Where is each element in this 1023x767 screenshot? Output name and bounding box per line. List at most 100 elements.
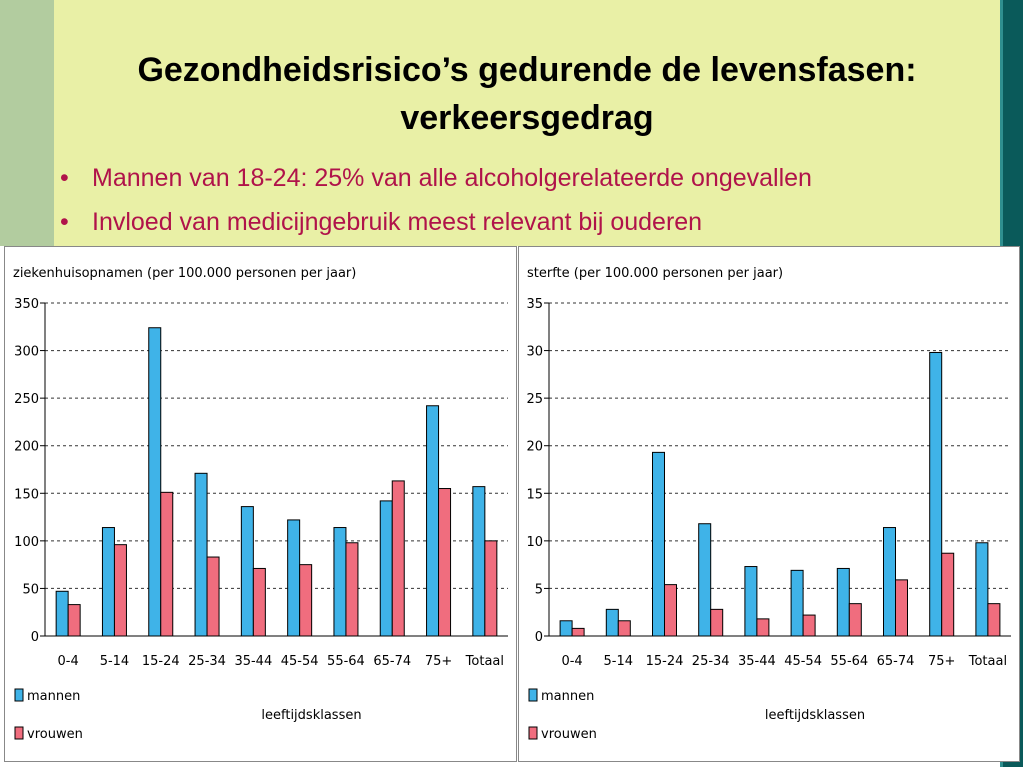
y-tick-label: 20 xyxy=(526,440,543,455)
x-tick-label: 25-34 xyxy=(692,654,730,669)
legend-label-vrouwen: vrouwen xyxy=(27,727,83,742)
chart-title: ziekenhuisopnamen (per 100.000 personen … xyxy=(13,266,356,281)
bar-mannen xyxy=(194,472,208,637)
x-axis-label: leeftijdsklassen xyxy=(765,708,865,723)
y-tick-label: 50 xyxy=(22,582,39,597)
legend-label-mannen: mannen xyxy=(541,689,594,704)
bar-vrouwen xyxy=(848,603,862,637)
title-line-1: Gezondheidsrisico’s gedurende de levensf… xyxy=(137,51,917,89)
chart-sterfte: sterfte (per 100.000 personen per jaar) 0… xyxy=(526,266,1011,742)
x-tick-label: 45-54 xyxy=(281,654,319,669)
x-tick-label: 15-24 xyxy=(646,654,684,669)
bar-mannen xyxy=(333,527,347,637)
bar-mannen xyxy=(605,608,619,637)
y-tick-label: 10 xyxy=(526,535,543,550)
y-tick-label: 25 xyxy=(526,392,543,407)
bar-vrouwen xyxy=(484,540,498,637)
bar-mannen xyxy=(287,519,301,637)
x-tick-label: 5-14 xyxy=(100,654,130,669)
x-tick-label: 0-4 xyxy=(561,654,582,669)
x-tick-label: 15-24 xyxy=(142,654,180,669)
x-tick-label: 25-34 xyxy=(188,654,226,669)
bar-vrouwen xyxy=(941,552,955,637)
y-tick-label: 0 xyxy=(31,630,39,645)
bullet-item: Invloed van medicijngebruik meest releva… xyxy=(54,200,994,244)
x-tick-label: 55-64 xyxy=(830,654,868,669)
chart-ziekenhuisopnamen: ziekenhuisopnamen (per 100.000 personen … xyxy=(13,266,508,742)
x-tick-label: Totaal xyxy=(465,654,504,669)
bar-vrouwen xyxy=(895,579,908,637)
bar-mannen xyxy=(472,486,486,637)
y-tick-label: 0 xyxy=(535,630,543,645)
x-tick-label: 75+ xyxy=(928,654,955,669)
bar-mannen xyxy=(426,405,440,637)
bar-mannen xyxy=(652,451,665,637)
x-tick-label: 0-4 xyxy=(58,654,79,669)
y-tick-label: 30 xyxy=(526,345,543,360)
y-tick-label: 100 xyxy=(14,535,39,550)
chart-panel-ziekenhuisopnamen: ziekenhuisopnamen (per 100.000 personen … xyxy=(4,246,517,762)
y-tick-label: 250 xyxy=(14,392,39,407)
legend-label-mannen: mannen xyxy=(27,689,80,704)
bar-vrouwen xyxy=(756,618,770,637)
bar-vrouwen xyxy=(345,542,359,637)
bar-mannen xyxy=(240,506,254,637)
y-tick-label: 350 xyxy=(14,297,39,312)
bar-vrouwen xyxy=(160,491,174,637)
chart-panel-sterfte: sterfte (per 100.000 personen per jaar) 0… xyxy=(518,246,1020,762)
bar-vrouwen xyxy=(664,584,677,637)
y-tick-label: 200 xyxy=(14,440,39,455)
bar-mannen xyxy=(883,527,896,637)
bar-mannen xyxy=(379,500,393,637)
title-line-2: verkeersgedrag xyxy=(400,99,654,137)
x-tick-label: Totaal xyxy=(968,654,1007,669)
bar-vrouwen xyxy=(113,544,127,637)
legend-swatch-vrouwen xyxy=(528,726,538,740)
x-tick-label: 55-64 xyxy=(327,654,365,669)
y-tick-label: 15 xyxy=(526,487,543,502)
x-tick-label: 45-54 xyxy=(784,654,822,669)
bar-vrouwen xyxy=(617,620,631,637)
bar-mannen xyxy=(929,351,943,637)
bar-mannen xyxy=(559,620,573,637)
bar-mannen xyxy=(101,527,115,637)
y-tick-label: 5 xyxy=(535,582,543,597)
legend-label-vrouwen: vrouwen xyxy=(541,727,597,742)
bullet-list: Mannen van 18-24: 25% van alle alcoholge… xyxy=(54,156,994,244)
x-tick-label: 75+ xyxy=(425,654,452,669)
bar-vrouwen xyxy=(571,627,585,637)
slide-title: Gezondheidsrisico’s gedurende de levensf… xyxy=(54,46,1000,142)
y-tick-label: 300 xyxy=(14,345,39,360)
y-tick-label: 150 xyxy=(14,487,39,502)
bar-vrouwen xyxy=(802,614,816,637)
bar-mannen xyxy=(148,327,162,637)
bar-vrouwen xyxy=(710,608,724,637)
bar-mannen xyxy=(698,523,712,637)
bar-vrouwen xyxy=(206,556,220,637)
bar-mannen xyxy=(744,566,758,637)
x-axis-label: leeftijdsklassen xyxy=(261,708,361,723)
bar-vrouwen xyxy=(252,567,266,637)
legend-swatch-vrouwen xyxy=(14,726,24,740)
bar-mannen xyxy=(790,569,804,637)
bar-vrouwen xyxy=(67,604,81,637)
bar-vrouwen xyxy=(987,603,1001,637)
x-tick-label: 65-74 xyxy=(373,654,411,669)
bar-vrouwen xyxy=(299,564,313,637)
left-accent-stripe xyxy=(0,0,54,246)
bar-mannen xyxy=(55,590,69,637)
bullet-item: Mannen van 18-24: 25% van alle alcoholge… xyxy=(54,156,994,200)
x-tick-label: 5-14 xyxy=(604,654,634,669)
x-tick-label: 35-44 xyxy=(738,654,776,669)
chart-title: sterfte (per 100.000 personen per jaar) xyxy=(527,266,783,281)
bar-vrouwen xyxy=(438,488,452,637)
bar-mannen xyxy=(836,567,850,637)
y-tick-label: 35 xyxy=(526,297,543,312)
bar-mannen xyxy=(975,542,989,637)
x-tick-label: 35-44 xyxy=(234,654,272,669)
legend-swatch-mannen xyxy=(528,688,538,702)
x-tick-label: 65-74 xyxy=(877,654,915,669)
bar-vrouwen xyxy=(391,480,405,637)
legend-swatch-mannen xyxy=(14,688,24,702)
